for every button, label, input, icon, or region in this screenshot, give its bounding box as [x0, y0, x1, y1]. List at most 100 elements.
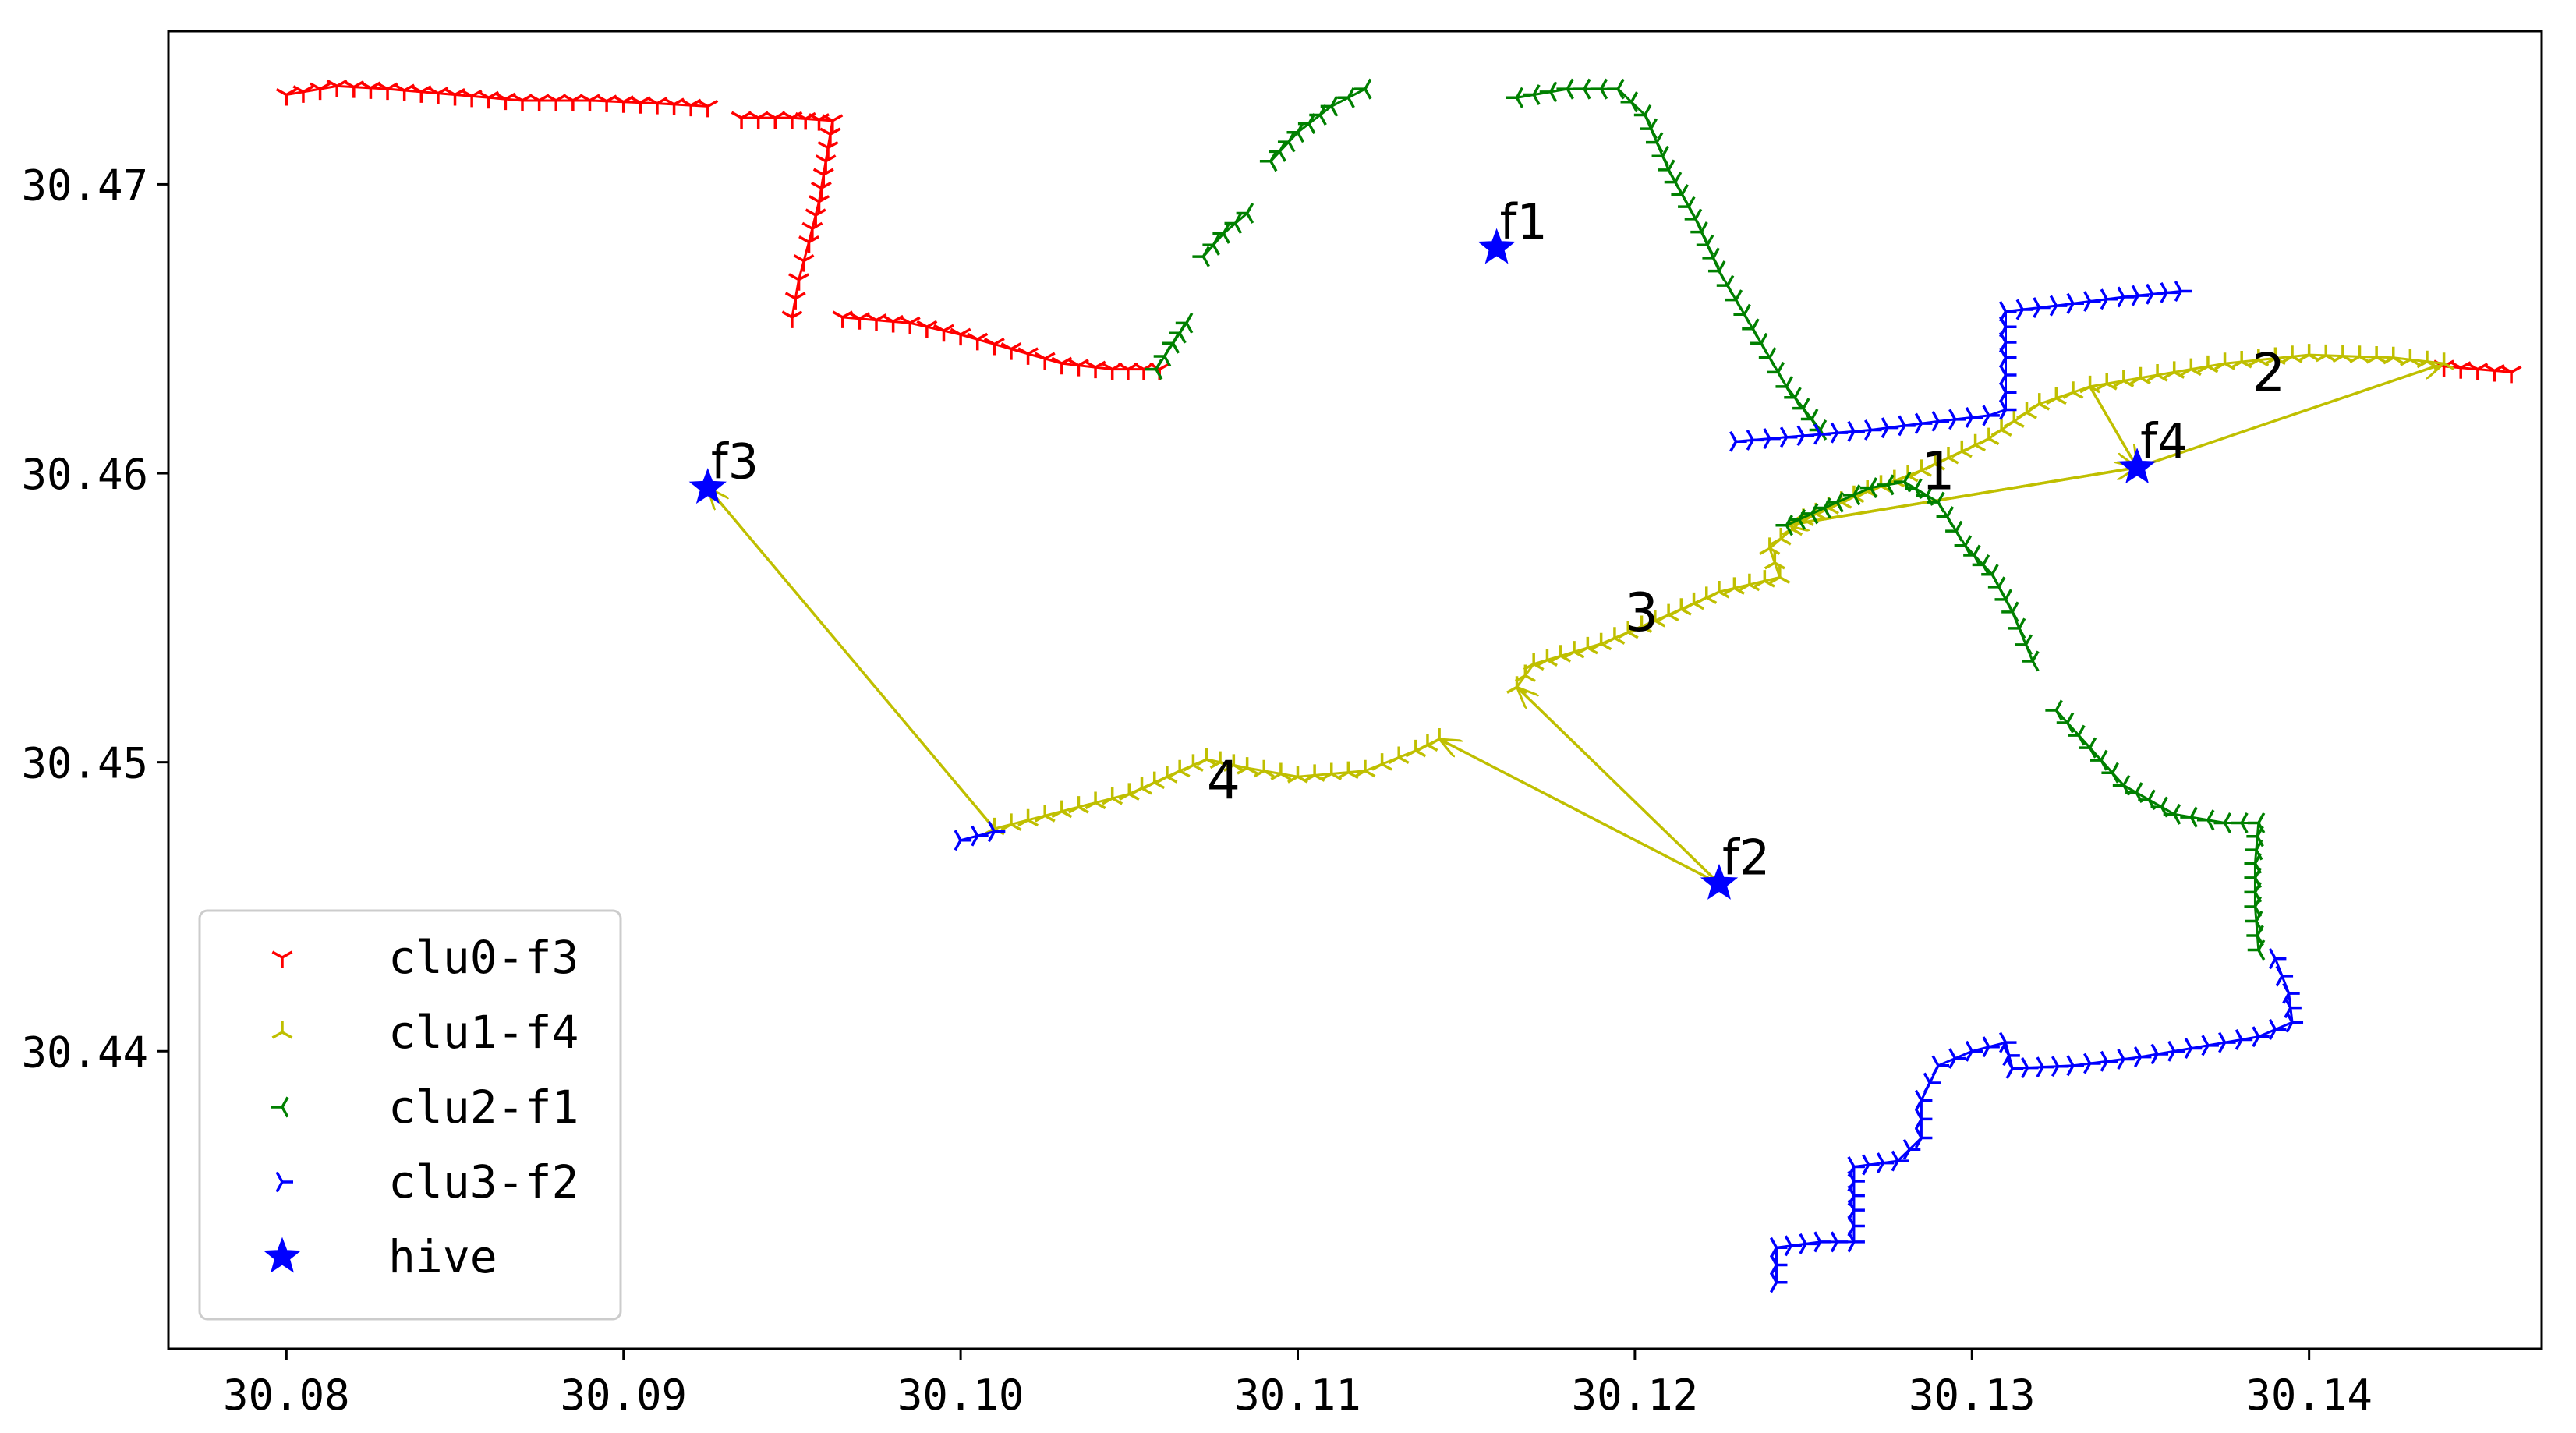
data-point — [1607, 78, 1625, 100]
data-point — [1162, 332, 1180, 354]
data-point — [1936, 506, 1955, 528]
data-point — [954, 830, 972, 851]
data-point — [1085, 360, 1106, 379]
data-point — [1131, 777, 1152, 795]
data-point — [815, 154, 837, 172]
data-point — [1153, 345, 1172, 367]
data-point — [310, 82, 331, 101]
data-point — [2036, 1056, 2054, 1078]
data-point — [1799, 1233, 1817, 1254]
legend-marker — [263, 1237, 302, 1273]
data-point — [1591, 632, 1612, 651]
data-point — [1707, 260, 1726, 282]
data-point — [1847, 1156, 1865, 1177]
data-point — [1914, 1127, 1933, 1148]
data-point — [819, 127, 841, 146]
data-point — [781, 310, 803, 328]
data-point — [1753, 570, 1775, 588]
x-tick-label: 30.13 — [1909, 1371, 2036, 1420]
hive-star — [2118, 448, 2157, 484]
route-arrows — [708, 363, 2444, 885]
data-point — [1965, 406, 1983, 428]
data-point — [1169, 322, 1187, 344]
data-point — [2079, 737, 2097, 759]
data-point — [1914, 412, 1933, 434]
data-point — [697, 99, 719, 118]
data-point — [2399, 349, 2421, 366]
data-point — [2005, 1058, 2024, 1079]
data-point — [2002, 1045, 2020, 1067]
y-axis: 30.44 30.45 30.46 30.47 — [21, 161, 168, 1077]
data-point — [809, 195, 830, 213]
data-point — [950, 327, 971, 346]
data-point — [1898, 415, 1916, 437]
data-point — [1931, 410, 1950, 432]
data-point — [2174, 281, 2192, 303]
data-point — [2164, 361, 2185, 379]
data-point — [1683, 592, 1704, 610]
cluster-series — [275, 78, 2522, 1293]
data-point — [1202, 234, 1220, 256]
data-point — [1631, 615, 1652, 633]
legend-marker — [271, 1021, 293, 1039]
data-point — [2201, 1035, 2219, 1056]
data-point — [810, 181, 832, 200]
data-point — [1696, 586, 1718, 604]
data-point — [2247, 939, 2266, 961]
data-point — [1051, 356, 1073, 375]
data-point — [1914, 1108, 1933, 1130]
hive-label: f1 — [1500, 193, 1548, 250]
data-point — [1864, 419, 1882, 441]
data-point — [1573, 78, 1591, 100]
data-point — [1550, 645, 1572, 663]
data-point — [1253, 759, 1275, 778]
data-point — [292, 85, 314, 103]
data-point — [1644, 610, 1666, 628]
data-point — [2383, 346, 2404, 365]
sequence-label: 4 — [1207, 750, 1240, 812]
data-point — [1924, 453, 1946, 471]
data-point — [1371, 753, 1393, 771]
data-point — [1617, 621, 1639, 639]
legend: clu0-f3 clu1-f4 clu2-f1 clu3-f2 hive — [198, 909, 622, 1321]
hive-star — [688, 468, 727, 504]
data-point — [1769, 566, 1791, 584]
data-point — [2146, 364, 2168, 382]
legend-marker — [271, 950, 293, 968]
hive-star — [1477, 228, 1516, 264]
data-point — [822, 114, 844, 132]
data-point — [1763, 428, 1781, 450]
data-point — [793, 254, 815, 272]
series-clu1-f4 — [983, 344, 2455, 836]
data-point — [1523, 84, 1541, 105]
data-point — [1175, 312, 1194, 334]
x-tick-label: 30.14 — [2245, 1371, 2373, 1420]
data-point — [2022, 650, 2040, 672]
data-point — [2231, 812, 2249, 833]
route-arrow — [2089, 385, 2138, 468]
hive-label: f4 — [2140, 413, 2188, 470]
x-tick-label: 30.09 — [560, 1371, 687, 1420]
data-point — [2079, 375, 2101, 394]
data-point — [812, 168, 834, 186]
data-point — [2268, 1019, 2287, 1040]
data-point — [1954, 535, 1973, 557]
data-point — [2049, 295, 2068, 317]
data-point — [1902, 1138, 1921, 1160]
data-point — [2029, 393, 2051, 411]
data-point — [2090, 749, 2108, 771]
data-point — [1750, 332, 1768, 354]
data-point — [1034, 805, 1056, 823]
data-point — [2015, 634, 2033, 656]
y-tick-label: 30.47 — [21, 161, 148, 210]
data-point — [2213, 812, 2232, 833]
y-tick-label: 30.46 — [21, 450, 148, 499]
data-point — [2235, 1028, 2253, 1050]
data-point — [2117, 286, 2135, 308]
data-point — [1353, 78, 1372, 100]
data-point — [1775, 376, 1793, 398]
data-point — [1881, 417, 1899, 439]
data-point — [1931, 1055, 1950, 1077]
data-point — [987, 821, 1006, 843]
